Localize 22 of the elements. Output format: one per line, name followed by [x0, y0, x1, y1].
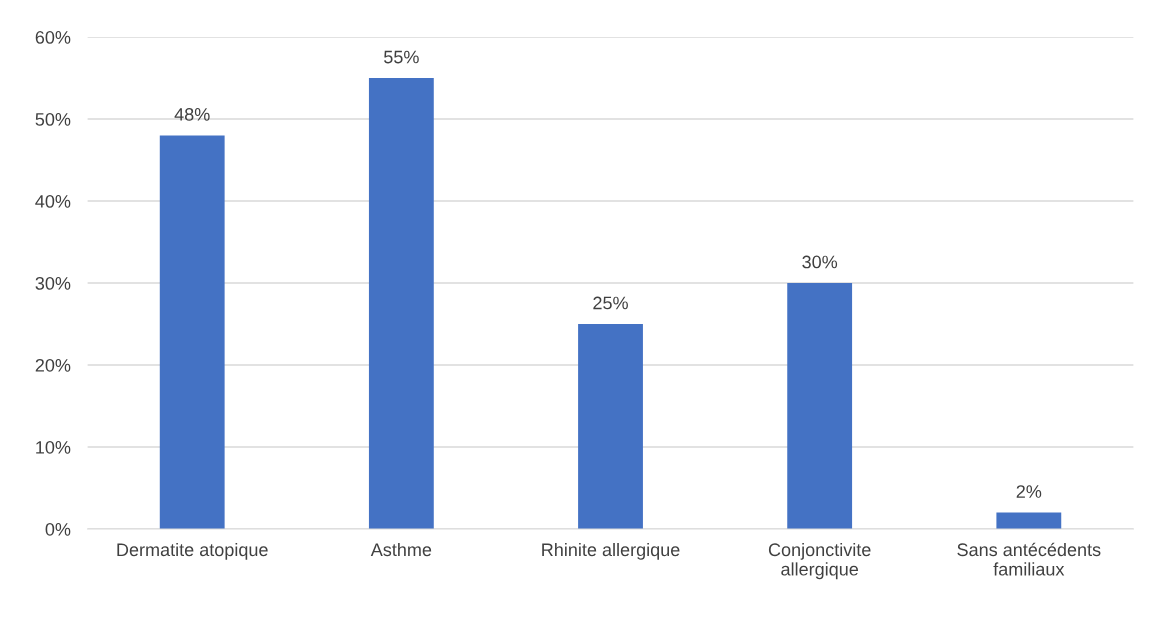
data-label: 25%: [593, 296, 628, 310]
bar: [996, 512, 1062, 530]
x-tick-label: Conjonctivite allergique: [768, 542, 871, 580]
bar: [787, 283, 853, 530]
y-tick-label: 10%: [36, 440, 71, 454]
data-label: 48%: [174, 108, 210, 121]
x-tick-label: Sans antécédents familiaux: [957, 542, 1101, 576]
y-tick-label: 30%: [35, 276, 71, 290]
y-tick-label: 50%: [35, 113, 71, 126]
y-tick-label: 40%: [35, 194, 71, 208]
y-tick-label: 20%: [35, 358, 71, 372]
y-tick-label: 0%: [45, 522, 71, 536]
bar: [159, 135, 225, 530]
data-label: 2%: [1016, 485, 1042, 498]
data-label: 30%: [802, 255, 838, 269]
x-tick-label: Asthme: [370, 542, 432, 557]
x-tick-label: Rhinite allergique: [542, 542, 680, 560]
bar: [578, 324, 643, 530]
data-label: 55%: [384, 50, 419, 64]
bar: [368, 78, 434, 530]
x-tick-label: Dermatite atopique: [117, 542, 268, 560]
y-tick-label: 60%: [35, 31, 71, 44]
